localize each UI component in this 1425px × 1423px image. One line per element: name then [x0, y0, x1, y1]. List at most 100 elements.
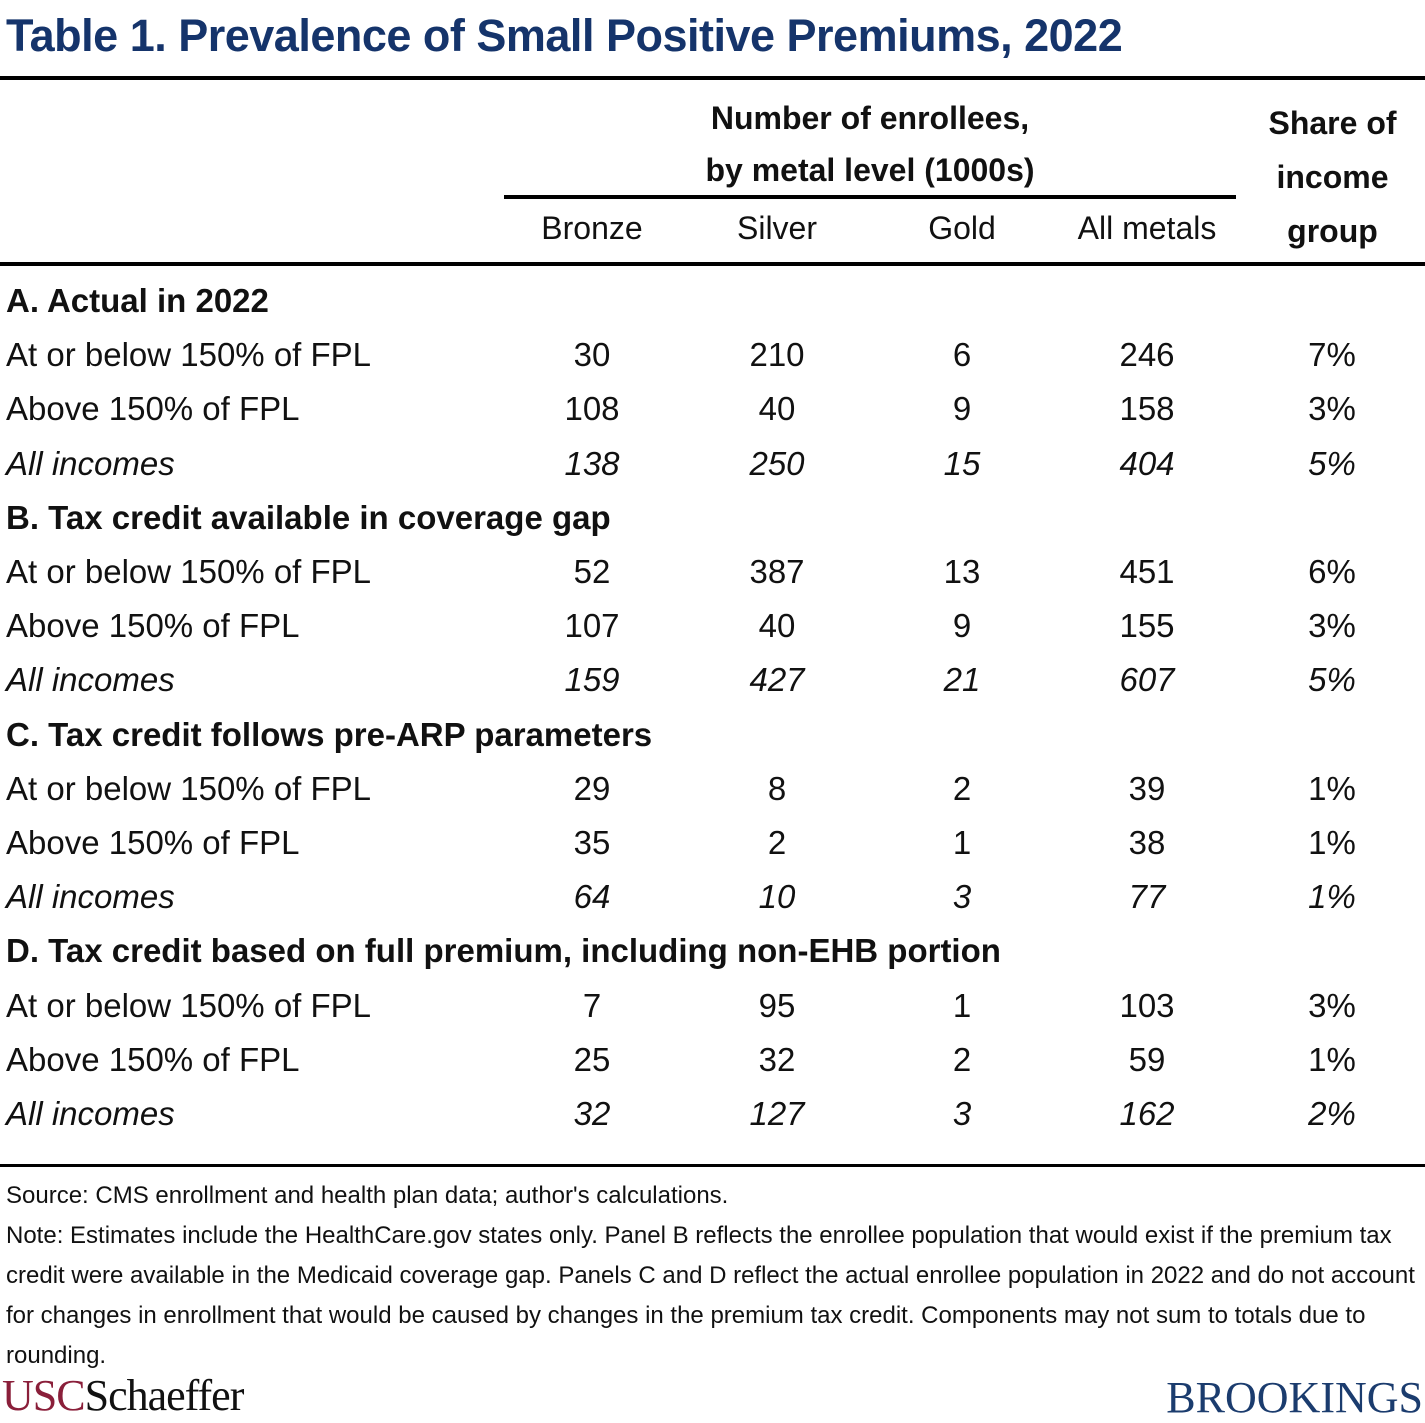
cell-all-metals: 607 — [1119, 661, 1175, 699]
table-title: Table 1. Prevalence of Small Positive Pr… — [6, 10, 1123, 61]
row-label: Above 150% of FPL — [6, 607, 300, 645]
cell-all-metals: 246 — [1119, 336, 1175, 374]
cell-share: 1% — [1308, 824, 1356, 861]
panel-title-row: B. Tax credit available in coverage gap — [0, 493, 1425, 547]
column-header-all-metals: All metals — [1077, 210, 1217, 246]
panel-title-row: A. Actual in 2022 — [0, 276, 1425, 330]
table-row: Above 150% of FPL 35 2 1 38 1% — [0, 818, 1425, 872]
row-label: Above 150% of FPL — [6, 1040, 300, 1078]
column-header-silver: Silver — [736, 210, 817, 246]
row-label: At or below 150% of FPL — [6, 553, 372, 590]
cell-bronze: 25 — [573, 1040, 611, 1078]
cell-all-metals: 77 — [1128, 878, 1166, 916]
total-row: All incomes 138 250 15 404 5% — [0, 439, 1425, 493]
cell-gold: 15 — [943, 444, 981, 482]
cell-share: 7% — [1308, 336, 1356, 374]
cell-silver: 40 — [758, 607, 796, 645]
cell-all-metals: 404 — [1119, 444, 1175, 482]
source-note: Source: CMS enrollment and health plan d… — [6, 1182, 729, 1209]
cell-share: 1% — [1308, 878, 1356, 916]
cell-silver: 387 — [749, 553, 805, 590]
cell-share: 1% — [1308, 769, 1356, 807]
table-row: Above 150% of FPL 107 40 9 155 3% — [0, 601, 1425, 655]
cell-silver: 10 — [758, 878, 796, 916]
cell-silver: 8 — [767, 769, 787, 807]
cell-gold: 2 — [952, 1040, 972, 1078]
cell-share: 3% — [1308, 986, 1356, 1024]
cell-silver: 95 — [758, 986, 796, 1024]
cell-bronze: 52 — [573, 553, 611, 590]
cell-bronze: 7 — [582, 986, 602, 1024]
row-label: All incomes — [6, 661, 175, 699]
cell-gold: 1 — [952, 824, 972, 861]
cell-gold: 3 — [952, 878, 972, 916]
cell-all-metals: 39 — [1128, 769, 1166, 807]
cell-bronze: 159 — [564, 661, 620, 699]
cell-silver: 250 — [749, 444, 805, 482]
cell-gold: 2 — [952, 769, 972, 807]
notes: Source: CMS enrollment and health plan d… — [6, 1176, 1421, 1376]
share-header: Share of income group — [1240, 96, 1425, 258]
total-row: All incomes 64 10 3 77 1% — [0, 872, 1425, 926]
column-header-bronze: Bronze — [541, 210, 643, 246]
cell-bronze: 30 — [573, 336, 611, 374]
cell-silver: 40 — [758, 390, 796, 428]
cell-share: 2% — [1308, 1095, 1356, 1132]
column-group-header-line1: Number of enrollees, — [710, 100, 1030, 136]
cell-share: 1% — [1308, 1040, 1356, 1078]
cell-share: 6% — [1308, 553, 1356, 590]
total-row: All incomes 159 427 21 607 5% — [0, 655, 1425, 709]
share-header-line2: income — [1276, 159, 1389, 195]
table-row: At or below 150% of FPL 7 95 1 103 3% — [0, 981, 1425, 1035]
panel-title: D. Tax credit based on full premium, inc… — [6, 932, 1001, 970]
header-rule — [0, 262, 1425, 266]
table-row: Above 150% of FPL 108 40 9 158 3% — [0, 384, 1425, 438]
cell-all-metals: 38 — [1128, 824, 1166, 861]
usc-logo-text: USC — [2, 1371, 86, 1420]
cell-gold: 13 — [943, 553, 981, 590]
bottom-rule — [0, 1164, 1425, 1167]
cell-bronze: 138 — [564, 444, 620, 482]
share-header-line1: Share of — [1268, 105, 1397, 141]
total-row: All incomes 32 127 3 162 2% — [0, 1089, 1425, 1143]
panel-title: A. Actual in 2022 — [6, 282, 269, 319]
share-header-line3: group — [1287, 213, 1378, 249]
table-row: Above 150% of FPL 25 32 2 59 1% — [0, 1035, 1425, 1089]
panel-title: C. Tax credit follows pre-ARP parameters — [6, 715, 653, 753]
cell-all-metals: 59 — [1128, 1040, 1166, 1078]
cell-share: 3% — [1308, 390, 1356, 428]
cell-bronze: 29 — [573, 769, 611, 807]
cell-all-metals: 162 — [1119, 1095, 1175, 1132]
cell-gold: 9 — [952, 390, 972, 428]
column-group-header-line2: by metal level (1000s) — [705, 152, 1035, 188]
row-label: Above 150% of FPL — [6, 390, 300, 428]
cell-all-metals: 451 — [1119, 553, 1175, 590]
cell-bronze: 32 — [573, 1095, 611, 1132]
column-group-rule — [504, 195, 1236, 199]
cell-bronze: 107 — [564, 607, 620, 645]
cell-silver: 32 — [758, 1040, 796, 1078]
cell-all-metals: 155 — [1119, 607, 1175, 645]
cell-bronze: 64 — [573, 878, 611, 916]
row-label: At or below 150% of FPL — [6, 986, 372, 1024]
row-label: At or below 150% of FPL — [6, 336, 372, 374]
cell-bronze: 108 — [564, 390, 620, 428]
cell-all-metals: 103 — [1119, 986, 1175, 1024]
panel-title-row: D. Tax credit based on full premium, inc… — [0, 926, 1425, 980]
top-rule — [0, 76, 1425, 80]
table-row: At or below 150% of FPL 30 210 6 246 7% — [0, 330, 1425, 384]
row-label: All incomes — [6, 444, 175, 482]
brookings-logo: BROOKINGS — [1166, 1373, 1423, 1422]
panel-title-row: C. Tax credit follows pre-ARP parameters — [0, 710, 1425, 764]
row-label: Above 150% of FPL — [6, 824, 300, 861]
table-row: At or below 150% of FPL 52 387 13 451 6% — [0, 547, 1425, 601]
table-row: At or below 150% of FPL 29 8 2 39 1% — [0, 764, 1425, 818]
cell-silver: 2 — [767, 824, 787, 861]
cell-gold: 6 — [952, 336, 972, 374]
cell-all-metals: 158 — [1119, 390, 1175, 428]
cell-gold: 9 — [952, 607, 972, 645]
cell-share: 5% — [1308, 444, 1356, 482]
row-label: All incomes — [6, 1095, 175, 1132]
cell-gold: 21 — [943, 661, 981, 699]
cell-silver: 427 — [749, 661, 805, 699]
